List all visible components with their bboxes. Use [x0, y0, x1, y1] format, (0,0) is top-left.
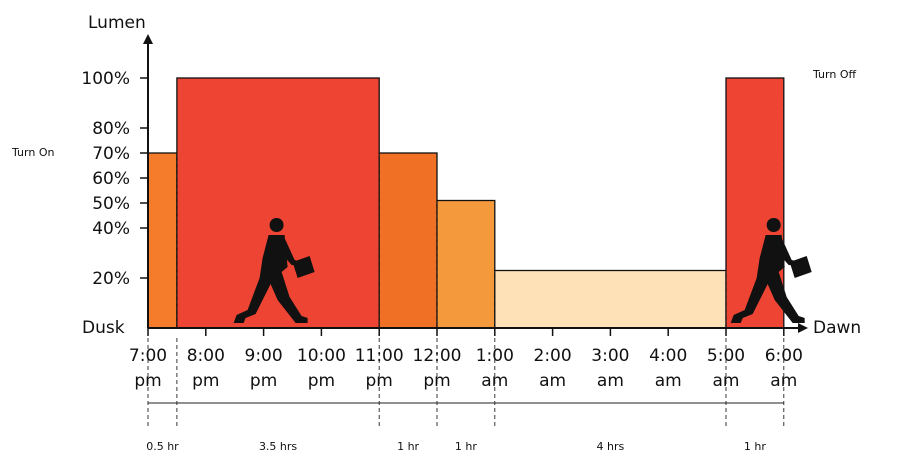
duration-label: 1 hr [455, 440, 477, 453]
x-tick-time: 1:00 [476, 346, 514, 366]
walking-person-icon [233, 218, 315, 323]
x-tick-time: 10:00 [297, 346, 346, 366]
y-tick-label: 40% [92, 219, 130, 239]
x-tick-period: pm [423, 371, 450, 391]
x-axis-start-label: Dusk [82, 318, 125, 338]
x-tick-time: 11:00 [355, 346, 404, 366]
x-tick-time: 9:00 [245, 346, 283, 366]
y-tick-label: 70% [92, 144, 130, 164]
duration-label: 4 hrs [597, 440, 625, 453]
x-tick-period: pm [134, 371, 161, 391]
x-tick-period: am [655, 371, 682, 391]
x-tick-period: am [539, 371, 566, 391]
y-tick-label: 60% [92, 169, 130, 189]
y-tick-label: 50% [92, 194, 130, 214]
x-tick-time: 8:00 [187, 346, 225, 366]
y-tick-label: 100% [81, 69, 130, 89]
x-tick-period: pm [308, 371, 335, 391]
y-axis-arrow [143, 34, 153, 44]
x-axis-end-label: Dawn [813, 318, 861, 338]
duration-label: 3.5 hrs [259, 440, 297, 453]
y-tick-label: 80% [92, 119, 130, 139]
x-tick-period: pm [192, 371, 219, 391]
x-tick-time: 3:00 [591, 346, 629, 366]
x-tick-time: 6:00 [765, 346, 803, 366]
x-tick-time: 12:00 [413, 346, 462, 366]
x-tick-time: 4:00 [649, 346, 687, 366]
lumen-bar-4 [436, 199, 496, 329]
duration-label: 1 hr [397, 440, 419, 453]
x-tick-period: pm [250, 371, 277, 391]
lumen-bar-1 [147, 152, 178, 329]
x-tick-time: 5:00 [707, 346, 745, 366]
x-tick-period: am [481, 371, 508, 391]
x-tick-time: 7:00 [129, 346, 167, 366]
x-tick-period: am [770, 371, 797, 391]
duration-label: 0.5 hr [146, 440, 179, 453]
y-axis-title: Lumen [88, 13, 146, 33]
x-tick-period: pm [366, 371, 393, 391]
turn-on-annotation: Turn On [11, 146, 54, 159]
x-axis-arrow [798, 323, 808, 333]
y-tick-label: 20% [92, 269, 130, 289]
lumen-bar-3 [378, 152, 438, 329]
duration-label: 1 hr [744, 440, 766, 453]
x-tick-period: am [597, 371, 624, 391]
turn-off-annotation: Turn Off [812, 68, 856, 81]
x-tick-time: 2:00 [534, 346, 572, 366]
lumen-bar-5 [494, 269, 727, 329]
walking-person-icon [730, 218, 812, 323]
x-tick-period: am [713, 371, 740, 391]
